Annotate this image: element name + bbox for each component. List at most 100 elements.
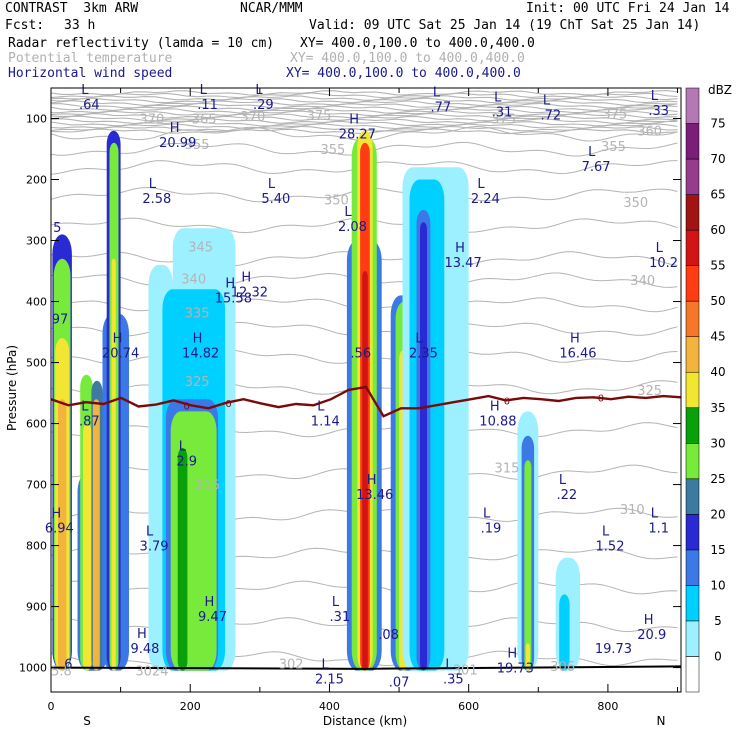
colorbar-swatch	[685, 265, 700, 302]
wind-extremum-tag: H	[570, 331, 580, 346]
colorbar-swatch	[685, 443, 700, 480]
colorbar-swatch	[685, 514, 700, 551]
y-tick-label: 700	[26, 479, 47, 492]
theta-label: 375	[307, 109, 332, 124]
wind-value: .08	[378, 628, 399, 643]
theta-label: 306	[550, 660, 575, 675]
colorbar-swatch	[685, 300, 700, 337]
wind-label: L2.35	[409, 331, 438, 361]
colorbar-level-label: 65	[710, 188, 725, 202]
wind-value: 15.58	[215, 291, 252, 306]
colorbar-swatch	[685, 407, 700, 444]
wind-label: L7.67	[582, 145, 611, 175]
wind-value: .77	[430, 100, 451, 115]
wind-value: 1.1	[648, 521, 669, 536]
wind-extremum-tag: L	[494, 90, 502, 105]
theta-contour	[50, 90, 678, 96]
wind-label: L1.52	[596, 525, 625, 555]
wind-label: H20.9	[637, 613, 666, 643]
y-tick-label: 500	[26, 357, 47, 370]
theta-label: 350	[324, 194, 349, 209]
wind-label: H14.82	[182, 331, 219, 361]
theta-contour	[50, 105, 678, 112]
wind-extremum-tag: L	[651, 506, 659, 521]
y-tick-label: 100	[26, 113, 47, 126]
wind-label: L.77	[430, 85, 451, 115]
wind-extremum-tag: H	[51, 506, 61, 521]
wind-extremum-tag: L	[321, 658, 329, 673]
reflectivity-cell	[420, 222, 427, 671]
wind-value: 97	[52, 313, 69, 328]
theta-label: 365	[192, 113, 217, 128]
wind-value: .07	[389, 676, 410, 691]
wind-extremum-tag: H	[349, 112, 359, 127]
theta-label: 335	[185, 307, 210, 322]
colorbar-unit: dBZ	[708, 83, 732, 97]
wind-value: 2.58	[142, 192, 171, 207]
wind-label: L2.9	[176, 439, 197, 469]
wind-label: 19.73	[595, 642, 632, 657]
init-time: Init: 00 UTC Fri 24 Jan 14	[526, 1, 730, 16]
theta-label: 310	[620, 503, 645, 518]
wind-label: H10.88	[479, 400, 516, 430]
wind-value: .22	[556, 488, 577, 503]
wind-extremum-tag: L	[588, 145, 596, 160]
wind-extremum-tag: L	[602, 525, 610, 540]
theta-contour	[50, 120, 678, 127]
wind-extremum-tag: L	[433, 85, 441, 100]
y-tick-label: 400	[26, 296, 47, 309]
wind-extremum-tag: H	[644, 613, 654, 628]
theta-label: 370	[240, 110, 265, 125]
theta-label: 340	[630, 274, 655, 289]
colorbar-level-label: 15	[710, 543, 725, 557]
colorbar-swatch	[685, 371, 700, 408]
wind-label: L.35	[443, 658, 464, 688]
colorbar-level-label: 10	[710, 578, 725, 592]
wind-label: H6.94	[45, 506, 74, 536]
wind-extremum-tag: H	[113, 331, 123, 346]
wind-value: .11	[197, 98, 218, 113]
wind-extremum-tag: L	[179, 439, 187, 454]
colorbar-swatch	[685, 585, 700, 622]
reflectivity-cell	[111, 258, 116, 671]
wind-extremum-tag: H	[455, 241, 465, 256]
theta-label: 355	[185, 138, 210, 153]
wind-label: H20.74	[102, 331, 139, 361]
x-tick-label: 600	[458, 700, 479, 713]
wind-label: 6	[64, 657, 72, 672]
x-axis-title: Distance (km)	[323, 714, 407, 728]
wind-label: L.72	[540, 93, 561, 123]
theta-label: 315	[195, 479, 220, 494]
theta-label: 325	[185, 375, 210, 390]
plot-frame	[50, 87, 682, 693]
wind-value: 20.9	[637, 628, 666, 643]
y-tick-label: 600	[26, 418, 47, 431]
x-tick-label: 800	[597, 700, 618, 713]
field-xy-theta: XY= 400.0,100.0 to 400.0,400.0	[290, 51, 525, 66]
wind-label: L.64	[79, 83, 100, 113]
wind-extremum-tag: L	[483, 506, 491, 521]
field-name-wind: Horizontal wind speed	[8, 66, 173, 81]
wind-value: 1.14	[311, 415, 340, 430]
wind-extremum-tag: L	[146, 525, 154, 540]
wind-value: 14.82	[182, 346, 219, 361]
colorbar-level-label: 75	[710, 117, 725, 131]
wind-label: L2.08	[338, 205, 367, 235]
wind-value: 16.46	[559, 346, 596, 361]
wind-value: .19	[481, 521, 502, 536]
wind-value: 5.40	[261, 192, 290, 207]
wind-extremum-tag: L	[268, 177, 276, 192]
wind-value: 1.52	[596, 540, 625, 555]
wind-value: .87	[79, 415, 100, 430]
x-end-label-right: N	[657, 714, 666, 728]
wind-extremum-tag: L	[81, 400, 89, 415]
wind-label: 5	[53, 221, 61, 236]
wind-value: .33	[648, 104, 669, 119]
wind-value: 2.9	[176, 454, 197, 469]
wind-label: H15.58	[215, 276, 252, 306]
x-tick-label: 400	[319, 700, 340, 713]
colorbar-level-label: 0	[714, 650, 722, 664]
theta-label: 3024	[135, 665, 168, 680]
colorbar-swatch	[685, 87, 700, 124]
